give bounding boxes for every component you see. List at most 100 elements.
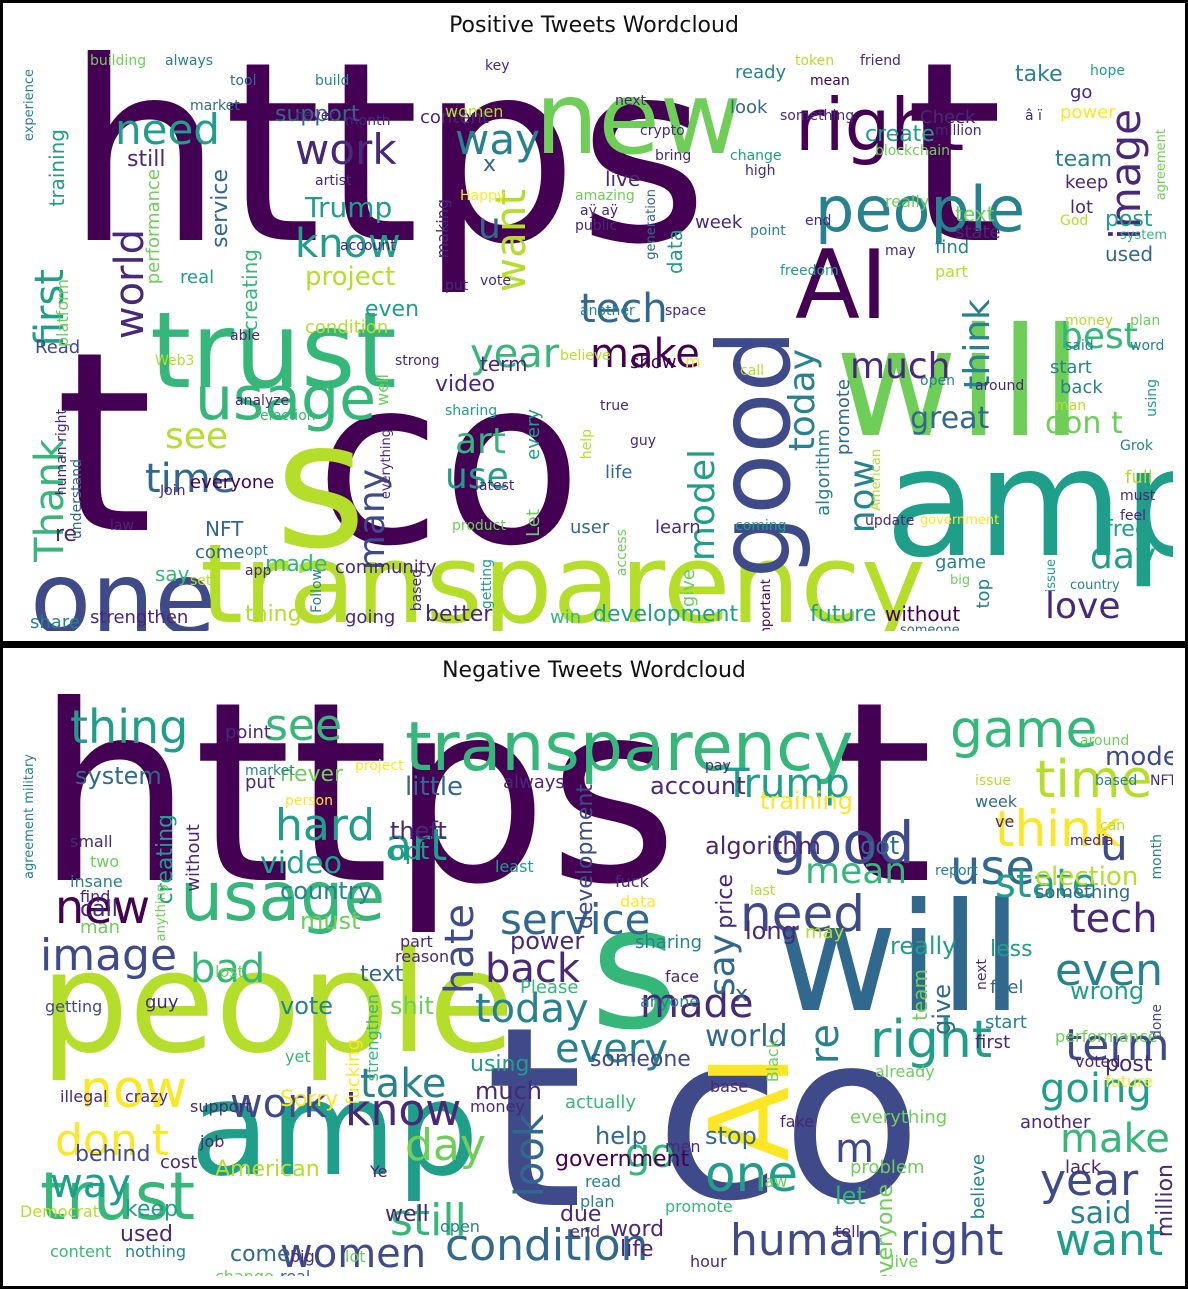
negative-word: word bbox=[610, 1217, 665, 1242]
negative-word: data bbox=[620, 892, 657, 911]
positive-word: month bbox=[345, 113, 391, 129]
positive-word: usage bbox=[195, 364, 377, 434]
positive-word: great bbox=[910, 401, 990, 436]
positive-word: token bbox=[795, 53, 835, 69]
positive-word: building bbox=[90, 53, 147, 69]
positive-word: well bbox=[373, 374, 392, 406]
positive-word: access bbox=[614, 529, 630, 577]
negative-word: team bbox=[908, 969, 932, 1021]
positive-word: trust bbox=[150, 290, 397, 412]
negative-word: going bbox=[1040, 1066, 1152, 1112]
positive-word: understand bbox=[69, 459, 85, 540]
positive-word: women bbox=[445, 102, 504, 121]
negative-word: usage bbox=[180, 858, 386, 937]
positive-word: bring bbox=[655, 148, 692, 164]
positive-word: using bbox=[1144, 379, 1160, 417]
positive-word: team bbox=[1055, 147, 1113, 172]
negative-word: bad bbox=[190, 946, 266, 992]
positive-word: re bbox=[55, 522, 78, 547]
negative-word: report bbox=[935, 863, 978, 879]
positive-word: work bbox=[295, 125, 397, 174]
negative-word: account bbox=[650, 772, 746, 800]
positive-word: use bbox=[445, 456, 509, 497]
positive-word: generation bbox=[644, 189, 659, 260]
positive-word: agreement bbox=[1154, 129, 1169, 201]
negative-word: come bbox=[230, 1242, 291, 1267]
positive-word: around bbox=[975, 378, 1025, 394]
negative-word: x bbox=[735, 982, 749, 1007]
negative-word: least bbox=[495, 857, 534, 876]
positive-word: end bbox=[805, 213, 832, 229]
negative-word: fuck bbox=[615, 872, 649, 891]
positive-word: product bbox=[452, 518, 506, 534]
positive-word: coming bbox=[735, 518, 787, 534]
negative-word: real bbox=[280, 1269, 310, 1277]
negative-word: job bbox=[200, 1132, 225, 1151]
positive-word: â ï bbox=[1025, 108, 1042, 124]
positive-word: freedom bbox=[780, 263, 839, 279]
positive-word: build bbox=[315, 73, 350, 89]
positive-word: Let bbox=[523, 509, 544, 537]
positive-word: Grok bbox=[1120, 438, 1153, 454]
negative-word: face bbox=[665, 967, 700, 986]
positive-word: still bbox=[127, 147, 166, 172]
negative-word: problem bbox=[850, 1157, 925, 1178]
positive-word: video bbox=[435, 372, 496, 397]
positive-word: true bbox=[600, 398, 629, 414]
negative-word: yet bbox=[285, 1047, 311, 1066]
positive-word: will bbox=[835, 297, 1083, 471]
negative-word: opt bbox=[390, 837, 430, 865]
negative-word: t bbox=[835, 694, 934, 939]
positive-word: someone bbox=[900, 623, 960, 631]
positive-word: t bbox=[905, 49, 1004, 299]
positive-word: state bbox=[955, 222, 1001, 243]
negative-word: made bbox=[640, 981, 754, 1027]
negative-word: performance bbox=[1055, 1027, 1158, 1046]
negative-word: media bbox=[1070, 833, 1114, 849]
negative-word: think bbox=[995, 800, 1121, 858]
positive-word: election bbox=[260, 408, 316, 424]
positive-word: ready bbox=[735, 62, 787, 83]
positive-word: help bbox=[579, 429, 595, 460]
negative-word: reason bbox=[395, 947, 450, 966]
negative-word: world bbox=[705, 1019, 788, 1054]
positive-word: feel bbox=[1120, 508, 1147, 524]
positive-word: plan bbox=[1130, 313, 1161, 329]
negative-word: wrong bbox=[1070, 977, 1145, 1005]
positive-word: call bbox=[740, 363, 765, 379]
positive-word: issue bbox=[1044, 559, 1059, 593]
negative-word: crazy bbox=[125, 1087, 169, 1106]
negative-word: lot bbox=[345, 1247, 366, 1266]
positive-word: set bbox=[190, 573, 212, 589]
negative-word: service bbox=[500, 895, 651, 944]
negative-word: done bbox=[1149, 1004, 1165, 1039]
negative-word: less bbox=[990, 937, 1033, 962]
negative-word: man bbox=[80, 917, 120, 938]
negative-word: American bbox=[215, 1157, 320, 1182]
positive-word: creating bbox=[238, 249, 262, 332]
positive-word: part bbox=[935, 262, 968, 281]
negative-word: look bbox=[507, 1114, 553, 1198]
negative-word: NFT bbox=[1150, 773, 1173, 789]
negative-word: election bbox=[1035, 862, 1139, 892]
negative-word: s bbox=[590, 870, 679, 1068]
positive-word: said bbox=[1065, 338, 1094, 354]
negative-word: next bbox=[974, 959, 990, 991]
negative-word: can bbox=[1100, 818, 1126, 834]
negative-word: let bbox=[835, 1182, 866, 1210]
positive-word: man bbox=[1055, 398, 1087, 414]
positive-word: tool bbox=[230, 73, 257, 89]
positive-word: another bbox=[580, 303, 635, 319]
negative-word: work bbox=[230, 1081, 327, 1127]
negative-word: someone bbox=[590, 1047, 691, 1072]
positive-word: way bbox=[455, 115, 540, 164]
negative-word: big bbox=[290, 1247, 315, 1266]
positive-word: AI bbox=[795, 231, 889, 341]
negative-word: million bbox=[1153, 1164, 1173, 1238]
negative-word: time bbox=[1035, 750, 1153, 810]
negative-word: women bbox=[280, 1231, 427, 1276]
negative-word: co bbox=[655, 985, 923, 1252]
positive-word: training bbox=[45, 129, 69, 207]
positive-word: NFT bbox=[205, 517, 244, 541]
positive-word: don t bbox=[1045, 406, 1123, 441]
